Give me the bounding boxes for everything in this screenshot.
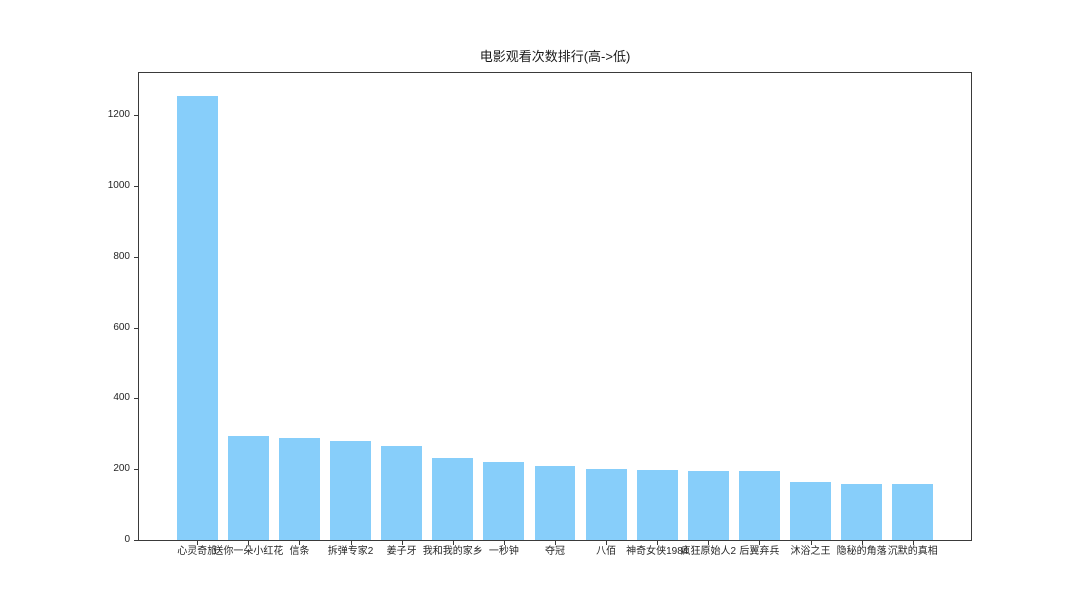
x-tick-mark [299, 541, 301, 545]
x-tick-label: 神奇女侠1984 [626, 546, 689, 557]
y-tick-label: 800 [113, 250, 130, 262]
bar [687, 470, 729, 540]
bar [176, 96, 218, 540]
bar [790, 481, 831, 540]
y-tick-label: 1200 [107, 109, 130, 121]
x-axis-tick-marks [138, 541, 972, 545]
x-tick-label: 八佰 [596, 546, 617, 557]
y-tick-mark [134, 398, 138, 400]
y-axis-tick-marks [134, 72, 138, 541]
y-tick-label: 600 [113, 321, 130, 333]
y-tick-mark [134, 186, 138, 188]
x-tick-label: 隐秘的角落 [836, 546, 887, 557]
x-tick-label: 拆弹专家2 [327, 546, 374, 557]
x-tick-mark [912, 541, 914, 545]
x-tick-label: 疯狂原始人2 [680, 546, 737, 557]
bar [636, 469, 678, 540]
x-tick-mark [248, 541, 250, 545]
x-tick-mark [503, 541, 505, 545]
bar [738, 471, 780, 540]
x-tick-mark [452, 541, 454, 545]
x-tick-mark [555, 541, 556, 545]
y-tick-mark [134, 327, 138, 329]
bar [279, 438, 320, 540]
x-tick-mark [350, 541, 352, 545]
bar [227, 435, 269, 540]
x-tick-mark [606, 541, 608, 545]
y-tick-label: 400 [113, 392, 130, 404]
x-tick-label: 沉默的真相 [887, 546, 938, 557]
x-tick-mark [759, 541, 761, 545]
x-tick-label: 送你一朵小红花 [213, 546, 284, 557]
x-tick-label: 心灵奇旅 [177, 546, 218, 557]
x-tick-mark [657, 541, 659, 545]
x-tick-label: 一秒钟 [488, 546, 519, 557]
y-tick-mark [134, 540, 138, 541]
x-tick-label: 后翼弃兵 [739, 546, 780, 557]
y-tick-mark [134, 115, 138, 117]
y-tick-label: 0 [124, 534, 130, 545]
x-tick-label: 信条 [289, 546, 310, 557]
bar [892, 484, 934, 540]
x-tick-mark [401, 541, 403, 545]
y-tick-mark [134, 256, 138, 258]
bar [483, 462, 525, 540]
chart-title: 电影观看次数排行(高->低) [479, 49, 631, 64]
x-tick-mark [861, 541, 863, 545]
y-tick-label: 1000 [107, 180, 130, 192]
bar [432, 457, 474, 540]
x-tick-mark [708, 541, 710, 545]
x-axis-tick-labels: 心灵奇旅 送你一朵小红花 信条 拆弹专家2 姜子牙 我和我的家乡 一秒钟 夺冠 八佰 神奇女侠19… [138, 546, 972, 560]
x-tick-label: 沐浴之王 [790, 546, 831, 557]
x-tick-mark [197, 541, 199, 545]
bar [330, 440, 371, 540]
y-tick-mark [134, 469, 138, 471]
x-tick-label: 夺冠 [545, 546, 565, 557]
x-tick-mark [810, 541, 812, 545]
bar [585, 469, 627, 540]
x-tick-label: 我和我的家乡 [422, 546, 483, 557]
y-tick-label: 200 [113, 463, 130, 475]
bar [534, 465, 576, 540]
bar [841, 483, 883, 540]
bar [381, 446, 423, 540]
x-tick-label: 姜子牙 [386, 546, 417, 557]
bars-layer [139, 73, 971, 540]
plot-area [138, 72, 972, 541]
y-axis-tick-labels: 0 200 400 600 800 1000 1200 [88, 72, 130, 545]
